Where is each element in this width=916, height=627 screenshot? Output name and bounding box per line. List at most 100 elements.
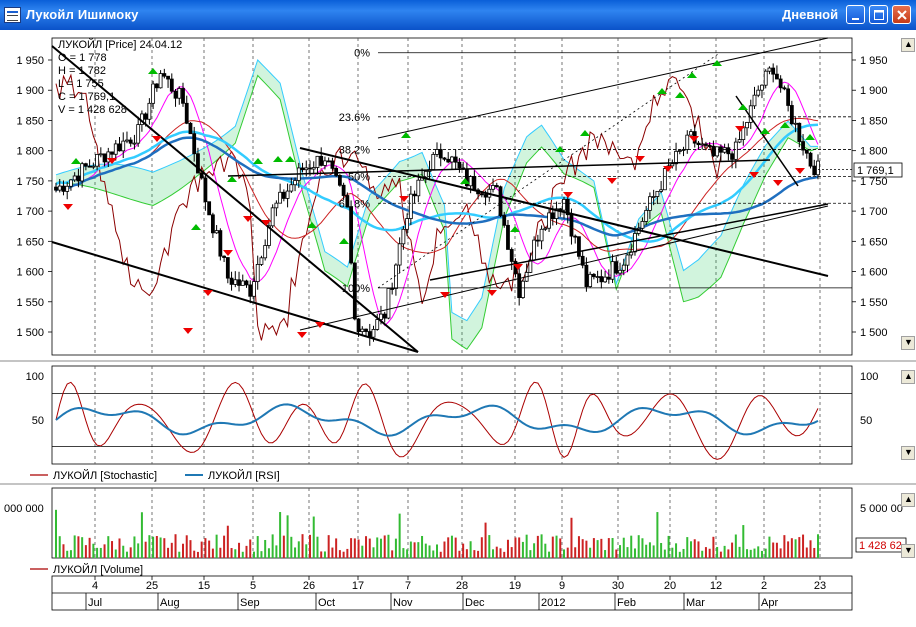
candle-body (446, 158, 451, 163)
volume-bar (73, 535, 76, 558)
volume-bar (163, 538, 166, 558)
month-label: Feb (617, 597, 636, 609)
candle-body (304, 167, 309, 171)
volume-bar (226, 525, 229, 558)
minimize-button[interactable] (846, 5, 865, 24)
volume-bar (480, 537, 483, 558)
month-label: Aug (160, 597, 180, 609)
volume-bar (746, 549, 749, 558)
volume-bar (686, 537, 689, 558)
volume-bar (211, 548, 214, 558)
volume-bar (510, 547, 513, 558)
volume-last-label: 1 428 62 (859, 540, 902, 552)
candle-body (330, 160, 335, 169)
candle-body (281, 191, 286, 199)
candle-body (267, 225, 271, 246)
volume-bar (114, 549, 117, 558)
candle-body (618, 269, 622, 274)
candle-body (91, 165, 96, 168)
volume-bar (768, 536, 771, 558)
day-tick-label: 26 (303, 580, 315, 592)
candle-body (143, 113, 148, 120)
sell-signal-arrow (223, 250, 233, 256)
volume-bar (656, 512, 659, 558)
candle-body (535, 239, 540, 242)
volume-bar (813, 547, 816, 558)
candle-body (147, 102, 152, 120)
ohlc-low: L = 1 755 (58, 78, 104, 90)
volume-bar (443, 541, 446, 558)
candle-body (408, 193, 413, 219)
candle-body (237, 279, 241, 286)
close-button[interactable] (892, 5, 911, 24)
osc-scroll-down-button[interactable]: ▼ (901, 446, 915, 460)
candle-body (565, 199, 570, 216)
vol-scroll-up-button[interactable]: ▲ (901, 493, 915, 507)
candle-body (61, 185, 66, 192)
volume-bar (690, 541, 692, 558)
volume-chart (55, 509, 819, 558)
month-label: Dec (465, 597, 485, 609)
y-tick-label-right: 1 950 (860, 55, 888, 67)
fibo-level-label: 61.8% (339, 198, 370, 210)
y-tick-label-left: 1 850 (16, 115, 44, 127)
candle-body (95, 153, 99, 167)
candle-body (394, 264, 398, 289)
sell-signal-arrow (63, 204, 73, 210)
volume-bar (585, 540, 588, 558)
volume-bar (570, 517, 573, 558)
candle-body (700, 143, 705, 146)
volume-bar (450, 535, 453, 558)
sell-signal-arrow (773, 180, 783, 186)
candle-body (539, 228, 544, 242)
candle-body (196, 153, 200, 174)
candle-body (509, 249, 514, 262)
y-tick-label-left: 1 650 (16, 236, 44, 248)
candle-body (737, 139, 742, 143)
buy-signal-arrow (253, 158, 263, 164)
volume-bar (241, 551, 244, 558)
volume-bar (368, 538, 371, 558)
volume-bar (600, 538, 603, 558)
volume-bar (103, 544, 106, 558)
candle-body (562, 199, 566, 211)
osc-scroll-up-button[interactable]: ▲ (901, 370, 915, 384)
candle-body (797, 122, 802, 142)
volume-bar (137, 543, 140, 558)
senkou-span-a (55, 59, 818, 322)
price-scroll-up-button[interactable]: ▲ (901, 38, 915, 52)
volume-bar (245, 545, 248, 558)
candle-body (771, 67, 776, 75)
volume-bar (760, 550, 763, 558)
sell-signal-arrow (107, 158, 117, 164)
candle-body (674, 150, 678, 165)
volume-bar (492, 549, 495, 558)
osc-tick-label-right: 100 (860, 371, 878, 383)
day-tick-label: 25 (146, 580, 158, 592)
price-scroll-down-button[interactable]: ▼ (901, 336, 915, 350)
candle-body (603, 276, 607, 283)
volume-bar (279, 512, 282, 558)
candle-body (644, 209, 649, 222)
maximize-button[interactable] (869, 5, 888, 24)
volume-bar (484, 522, 487, 558)
day-tick-label: 17 (352, 580, 364, 592)
day-tick-label: 4 (92, 580, 98, 592)
volume-bar (92, 543, 95, 558)
volume-bar (432, 550, 435, 558)
volume-bar (645, 544, 648, 558)
volume-left-label: 000 000 (4, 503, 44, 515)
chart-window: 0% 23.6% 38.2% 50% 61.8% 100% 4 25 15 5 26 17 7 28 19… (0, 30, 916, 627)
volume-bar (719, 551, 722, 558)
vol-scroll-down-button[interactable]: ▼ (901, 544, 915, 558)
candle-body (547, 212, 551, 229)
candle-body (689, 131, 693, 136)
ichimoku-cloud (56, 60, 818, 350)
volume-bar (260, 551, 263, 558)
volume-bar (589, 547, 592, 558)
candle-body (352, 262, 357, 320)
volume-bar (566, 547, 569, 558)
chart-canvas: 0% 23.6% 38.2% 50% 61.8% 100% 4 25 15 5 26 17 7 28 19… (0, 30, 916, 627)
y-tick-label-left: 1 500 (16, 327, 44, 339)
volume-bar (787, 541, 790, 558)
